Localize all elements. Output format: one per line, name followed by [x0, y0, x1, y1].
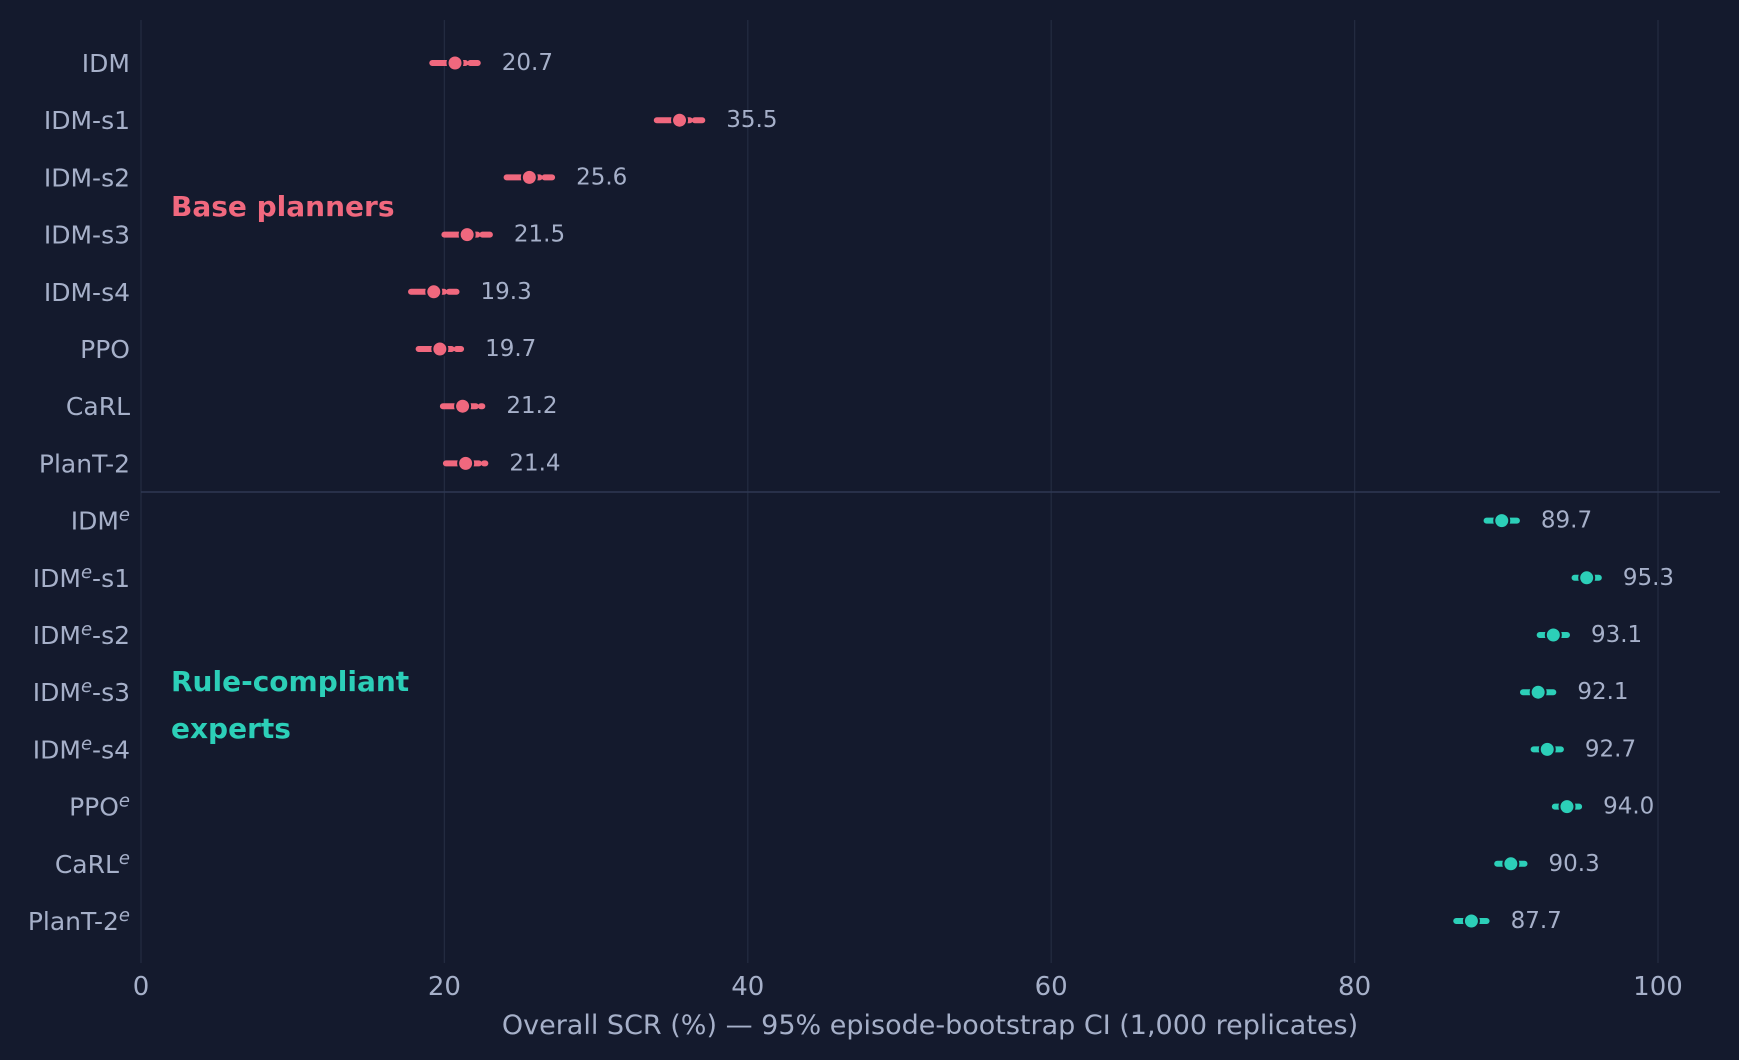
value-label: 92.1 [1577, 679, 1628, 705]
value-label: 19.3 [481, 279, 532, 305]
data-point [520, 168, 538, 186]
x-axis-title: Overall SCR (%) — 95% episode-bootstrap … [502, 1010, 1358, 1041]
x-tick-label: 80 [1338, 972, 1371, 1002]
x-tick-label: 100 [1633, 972, 1683, 1002]
value-label: 87.7 [1511, 908, 1562, 934]
y-tick-label: PlanT-2 [39, 449, 130, 478]
value-label: 25.6 [576, 164, 627, 190]
y-tick-label: IDMe-s4 [33, 733, 130, 764]
value-label: 94.0 [1603, 794, 1654, 820]
data-point [425, 283, 443, 301]
y-tick-label: IDM [82, 49, 130, 78]
data-point [454, 397, 472, 415]
data-point [671, 111, 689, 129]
group-labels: Base planners Rule-compliant experts [171, 190, 409, 745]
data-point [446, 54, 464, 72]
value-label: 21.2 [506, 393, 557, 419]
data-point [431, 340, 449, 358]
value-label: 21.4 [509, 450, 560, 476]
x-tick-label: 0 [133, 972, 150, 1002]
y-tick-label: IDM-s4 [44, 278, 130, 307]
data-point [1558, 798, 1576, 816]
y-tick-label: CaRLe [55, 848, 130, 879]
value-label: 21.5 [514, 222, 565, 248]
group-label: Rule-compliant experts [171, 665, 409, 745]
value-label: 92.7 [1585, 736, 1636, 762]
x-axis: 0 20 40 60 80 100 [133, 972, 1683, 1002]
value-label: 93.1 [1591, 622, 1642, 648]
value-label: 95.3 [1623, 565, 1674, 591]
data-point [1529, 683, 1547, 701]
value-label: 89.7 [1541, 508, 1592, 534]
y-tick-label: IDM-s2 [44, 163, 130, 192]
group-label: Base planners [171, 190, 395, 223]
x-tick-label: 60 [1035, 972, 1068, 1002]
y-tick-label: IDMe-s3 [33, 676, 130, 707]
data-point [1502, 855, 1520, 873]
y-tick-label: IDMe-s1 [33, 562, 130, 593]
y-tick-label: CaRL [66, 392, 130, 421]
value-label: 90.3 [1549, 851, 1600, 877]
y-tick-label: PPOe [69, 791, 130, 822]
data-point [1544, 626, 1562, 644]
y-tick-label: IDMe [71, 505, 130, 536]
value-label: 19.7 [485, 336, 536, 362]
y-tick-label: PPO [80, 335, 130, 364]
value-label: 35.5 [726, 107, 777, 133]
value-label: 20.7 [502, 50, 553, 76]
y-tick-label: PlanT-2e [28, 905, 130, 936]
x-tick-label: 40 [731, 972, 764, 1002]
y-tick-label: IDM-s1 [44, 106, 130, 135]
grid-lines [140, 20, 1720, 963]
data-point [457, 454, 475, 472]
data-point [1462, 912, 1480, 930]
y-tick-label: IDM-s3 [44, 221, 130, 250]
data-point [458, 226, 476, 244]
x-tick-label: 20 [428, 972, 461, 1002]
data-point [1578, 569, 1596, 587]
y-axis-labels: IDM IDM-s1 IDM-s2 IDM-s3 IDM-s4 PPO CaRL PlanT-… [28, 49, 130, 936]
data-point [1493, 512, 1511, 530]
y-tick-label: IDMe-s2 [33, 619, 130, 650]
data-marks: 20.7 35.5 25.6 21.5 19.3 19.7 21.2 21.4 89.7 95.3… [408, 50, 1674, 934]
data-point [1538, 740, 1556, 758]
